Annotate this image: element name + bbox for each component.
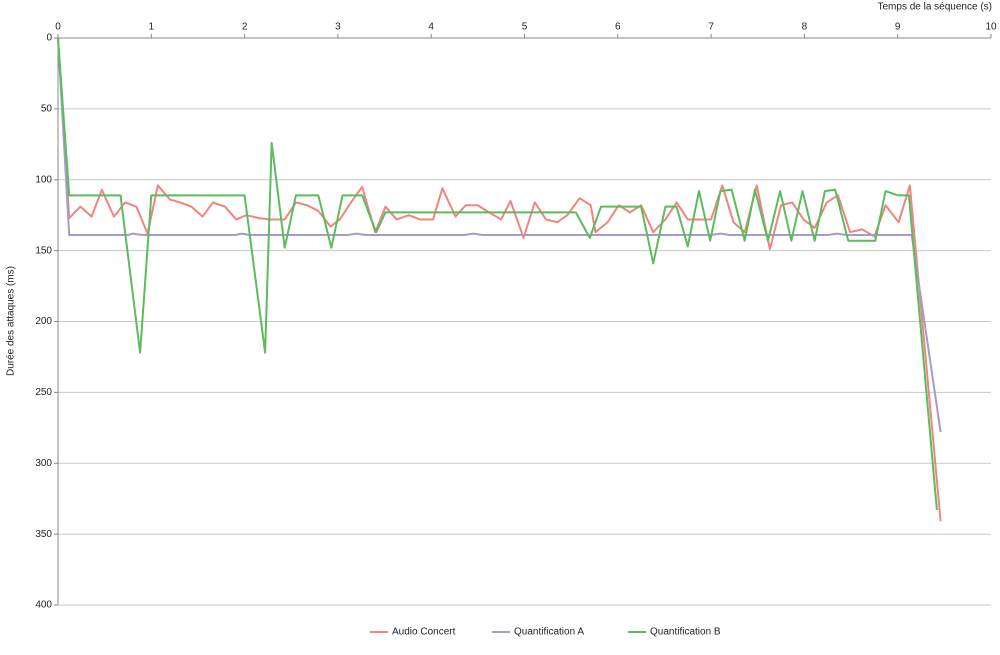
- y-tick-label: 150: [35, 245, 52, 256]
- y-tick-label: 350: [35, 529, 52, 540]
- y-tick-label: 250: [35, 387, 52, 398]
- y-axis-title: Durée des attaques (ms): [6, 266, 17, 376]
- x-tick-label: 1: [149, 22, 155, 33]
- legend-label: Quantification A: [514, 627, 584, 638]
- x-tick-label: 10: [985, 22, 997, 33]
- x-tick-label: 4: [428, 22, 434, 33]
- x-tick-label: 0: [55, 22, 61, 33]
- x-tick-label: 5: [522, 22, 528, 33]
- x-tick-label: 9: [895, 22, 901, 33]
- y-tick-label: 0: [46, 33, 52, 44]
- x-tick-label: 2: [242, 22, 248, 33]
- x-tick-label: 8: [802, 22, 808, 33]
- y-tick-label: 400: [35, 600, 52, 611]
- y-tick-label: 300: [35, 458, 52, 469]
- y-tick-label: 200: [35, 316, 52, 327]
- legend-label: Quantification B: [650, 627, 721, 638]
- x-tick-label: 7: [708, 22, 714, 33]
- series-line: [57, 37, 942, 522]
- series-line: [57, 37, 942, 433]
- y-tick-label: 100: [35, 174, 52, 185]
- y-tick-label: 50: [41, 104, 53, 115]
- x-tick-label: 3: [335, 22, 341, 33]
- legend-label: Audio Concert: [392, 627, 456, 638]
- series-line: [57, 37, 938, 511]
- x-tick-label: 6: [615, 22, 621, 33]
- x-axis-title: Temps de la séquence (s): [877, 2, 992, 13]
